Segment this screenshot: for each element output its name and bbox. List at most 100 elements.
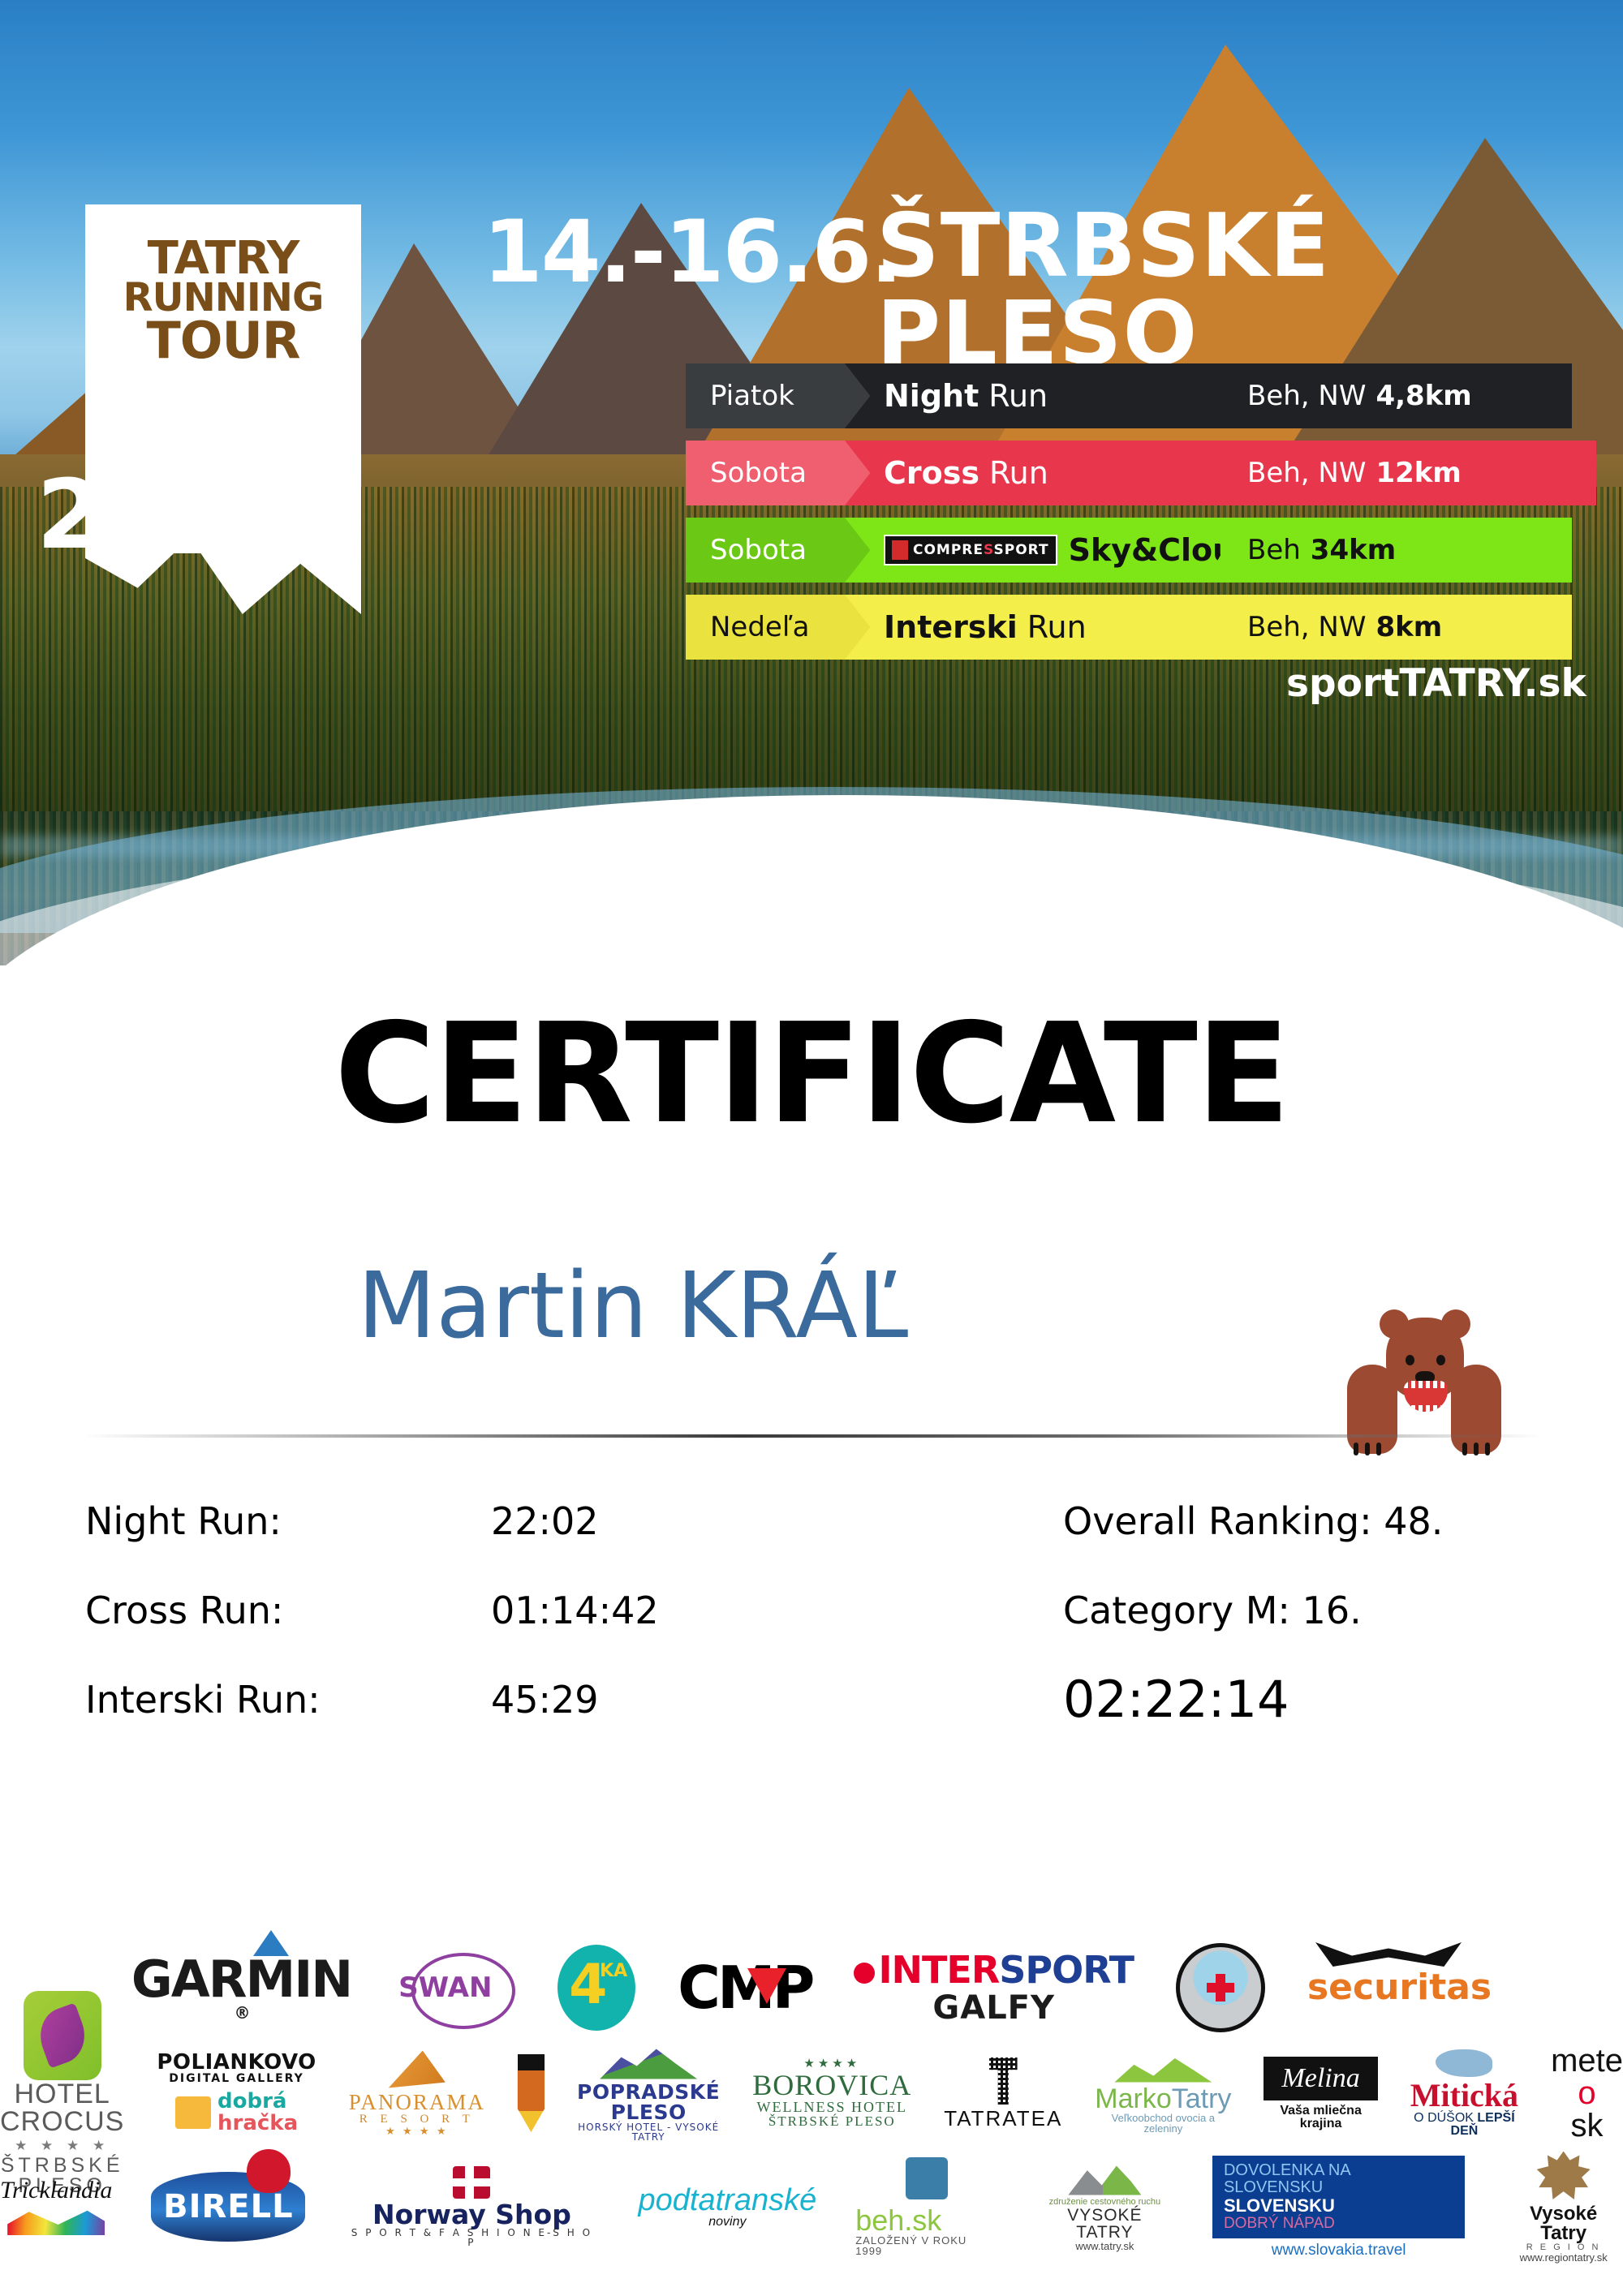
sponsor-meteo-sk: mete o sk	[1551, 2044, 1623, 2142]
sponsor-birell: BIRELL	[151, 2149, 306, 2242]
compressport-s: S	[984, 542, 994, 558]
sponsor-podtatranske-noviny: podtatranské noviny	[639, 2185, 817, 2229]
sponsor-name: Norway Shop	[372, 2199, 571, 2230]
race-list: Piatok Night Run Beh, NW 4,8km Sobota Cros…	[686, 363, 1596, 672]
norway-flag-icon	[453, 2166, 491, 2199]
sponsor-name: 4	[569, 1953, 608, 2017]
race-km: 8km	[1375, 611, 1443, 643]
race-distance: Beh 34km	[1205, 518, 1572, 583]
sponsor-name: BOROVICA	[752, 2069, 912, 2101]
sponsor-row-2: HOTEL CROCUS ★ ★ ★ ★ ŠTRBSKÉ PLESO POLIA…	[0, 1990, 1623, 2195]
results-values: 22:02 01:14:42 45:29	[491, 1477, 659, 1744]
poliankovo-wordmark: POLIANKOVO DIGITAL GALLERY	[157, 2052, 316, 2084]
sponsor-region-tatry: Vysoké Tatry R E G I Ó N www.regiontatry…	[1504, 2151, 1623, 2263]
sponsor-intersport-galfy: INTERSPORT GALFY	[854, 1951, 1134, 2024]
bear-teeth-top	[1404, 1381, 1448, 1388]
sponsor-name-c: o	[1578, 2075, 1596, 2111]
sponsor-vysoke-tatry-zdruzenie: združenie cestovného ruchu VYSOKÉ TATRY …	[1036, 2163, 1173, 2251]
hero-banner: TATRY RUNNING TOUR 2019 14.-16.6. ŠTRBSK…	[0, 0, 1623, 965]
result-value: 45:29	[491, 1678, 599, 1722]
swan-ring-icon	[411, 1953, 516, 2029]
sponsor-hotel-crocus: HOTEL CROCUS ★ ★ ★ ★ ŠTRBSKÉ PLESO	[0, 1990, 125, 2197]
certificate-body: CERTIFICATE Martin KRÁĽ Night Run: Cross…	[0, 965, 1623, 1931]
tatratea-ornament-icon	[989, 2057, 1018, 2105]
sponsor-name-sub: www.tatry.sk	[1075, 2239, 1134, 2252]
dovolenka-box: DOVOLENKA NA SLOVENSKU SLOVENSKU DOBRÝ N…	[1212, 2156, 1466, 2238]
dobra-hracka-wordmark: dobrá hračka	[217, 2088, 299, 2135]
race-type: Beh, NW	[1247, 611, 1367, 643]
sponsor-row-1: GARMIN ® SWAN 4 KA CMP INTERSPORT GALFY s…	[0, 1930, 1623, 2036]
sponsor-borovica: ★★★★ BOROVICA WELLNESS HOTEL ŠTRBSKÉ PLE…	[752, 2058, 912, 2129]
sponsor-tatratea: TATRATEA	[944, 2057, 1062, 2129]
sponsor-sliezsky-dom	[517, 2054, 545, 2132]
ranking-column: Overall Ranking: 48. Category M: 16. 02:…	[1063, 1477, 1443, 1744]
sponsor-name-sub: S P O R T & F A S H I O N E-S H O P	[351, 2227, 593, 2248]
sponsor-swan: SWAN	[394, 1953, 516, 2029]
sponsor-4ka: 4 KA	[558, 1945, 636, 2031]
bear-mascot-icon	[1347, 1306, 1501, 1468]
sponsor-name: VYSOKÉ TATRY	[1067, 2205, 1143, 2242]
page-title: CERTIFICATE	[334, 994, 1290, 1154]
sponsor-name-sub: DIGITAL GALLERY	[169, 2071, 304, 2085]
sponsor-name: HOTEL CROCUS	[0, 2078, 125, 2137]
sponsor-url: www.slovakia.travel	[1271, 2241, 1406, 2259]
sponsor-name: podtatranské	[638, 2183, 817, 2217]
bear-eye-left	[1406, 1355, 1414, 1365]
sponsor-name: DOVOLENKA NA SLOVENSKU	[1223, 2161, 1350, 2197]
logo-line-1: TATRY	[147, 232, 300, 285]
crocus-flower-icon	[23, 1990, 101, 2080]
crocus-petal	[32, 2001, 93, 2069]
sponsor-norway-shop: Norway Shop S P O R T & F A S H I O N E-…	[344, 2166, 599, 2247]
sponsor-name-c: DOBRÝ NÁPAD	[1223, 2214, 1335, 2232]
sponsor-name-sub: WELLNESS HOTEL	[756, 2099, 908, 2115]
divider	[81, 1434, 1542, 1438]
sponsor-name-a: INTER	[878, 1948, 1000, 1992]
race-km: 12km	[1375, 457, 1462, 489]
race-name: Cross Run	[845, 441, 1269, 505]
sponsor-popradske-pleso: POPRADSKÉ PLESO HORSKÝ HOTEL - VYSOKÉ TA…	[577, 2045, 720, 2142]
logo-line-2: RUNNING	[123, 275, 325, 321]
tagline-b: LEPŠÍ DEŇ	[1450, 2110, 1515, 2138]
event-date: 14.-16.6.	[483, 202, 903, 302]
results-labels: Night Run: Cross Run: Interski Run:	[85, 1477, 321, 1744]
sponsor-name: dobrá	[217, 2088, 287, 2113]
sponsor-name-b: SLOVENSKU	[1223, 2195, 1335, 2216]
athlete-name: Martin KRÁĽ	[357, 1253, 909, 1359]
sponsor-tanap-horska-sluzba	[1175, 1943, 1265, 2032]
tatry-running-tour-logo: TATRY RUNNING TOUR	[85, 204, 361, 614]
toy-bag-icon	[175, 2096, 211, 2129]
bear-eye-right	[1436, 1355, 1445, 1365]
sponsor-name: securitas	[1307, 1967, 1492, 2008]
race-type: Beh	[1247, 534, 1301, 566]
race-distance: Beh, NW 12km	[1205, 441, 1596, 505]
race-row-night: Piatok Night Run Beh, NW 4,8km	[686, 363, 1586, 435]
region-tatry-sun-icon	[1536, 2151, 1591, 2200]
sponsor-name: beh.sk	[855, 2204, 942, 2237]
sponsor-row-3: Tricklandia BIRELL Norway Shop S P O R T…	[0, 2149, 1623, 2263]
race-name-rest: Run	[988, 455, 1048, 491]
sponsor-name-sub: HORSKÝ HOTEL - VYSOKÉ TATRY	[578, 2121, 720, 2143]
event-location: ŠTRBSKÉ PLESO	[876, 196, 1331, 385]
sponsor-tricklandia: Tricklandia	[0, 2178, 112, 2235]
sponsor-name-pre: združenie cestovného ruchu	[1048, 2196, 1161, 2207]
securitas-eagle-icon	[1315, 1942, 1462, 1967]
sliezsky-crest	[517, 2070, 545, 2111]
intersport-dot-icon	[854, 1962, 876, 1984]
compressport-logo: COMPRESSPORT	[884, 535, 1057, 565]
sponsor-footer: GARMIN ® SWAN 4 KA CMP INTERSPORT GALFY s…	[0, 1930, 1623, 2296]
tagline-a: O DÚŠOK	[1414, 2110, 1478, 2125]
race-distance: Beh, NW 8km	[1205, 595, 1572, 660]
compressport-text: COMPRESSPORT	[913, 542, 1049, 558]
race-name-rest: Run	[988, 378, 1048, 414]
sponsor-securitas: securitas	[1307, 1942, 1492, 2008]
sponsor-name-sub: ŠTRBSKÉ PLESO	[0, 2153, 124, 2197]
red-cross-icon	[1206, 1974, 1234, 2001]
cmp-triangle-icon	[747, 1968, 787, 2004]
sponsor-name-sub: hračka	[217, 2111, 299, 2135]
race-name: Night Run	[845, 363, 1269, 428]
sponsor-garmin: GARMIN ®	[131, 1930, 353, 2021]
sponsor-name: POLIANKOVO	[157, 2049, 316, 2075]
race-row-cross: Sobota Cross Run Beh, NW 12km	[686, 441, 1596, 512]
race-type: Beh, NW	[1247, 380, 1367, 412]
sponsor-name-sub: GALFY	[932, 1989, 1055, 2027]
